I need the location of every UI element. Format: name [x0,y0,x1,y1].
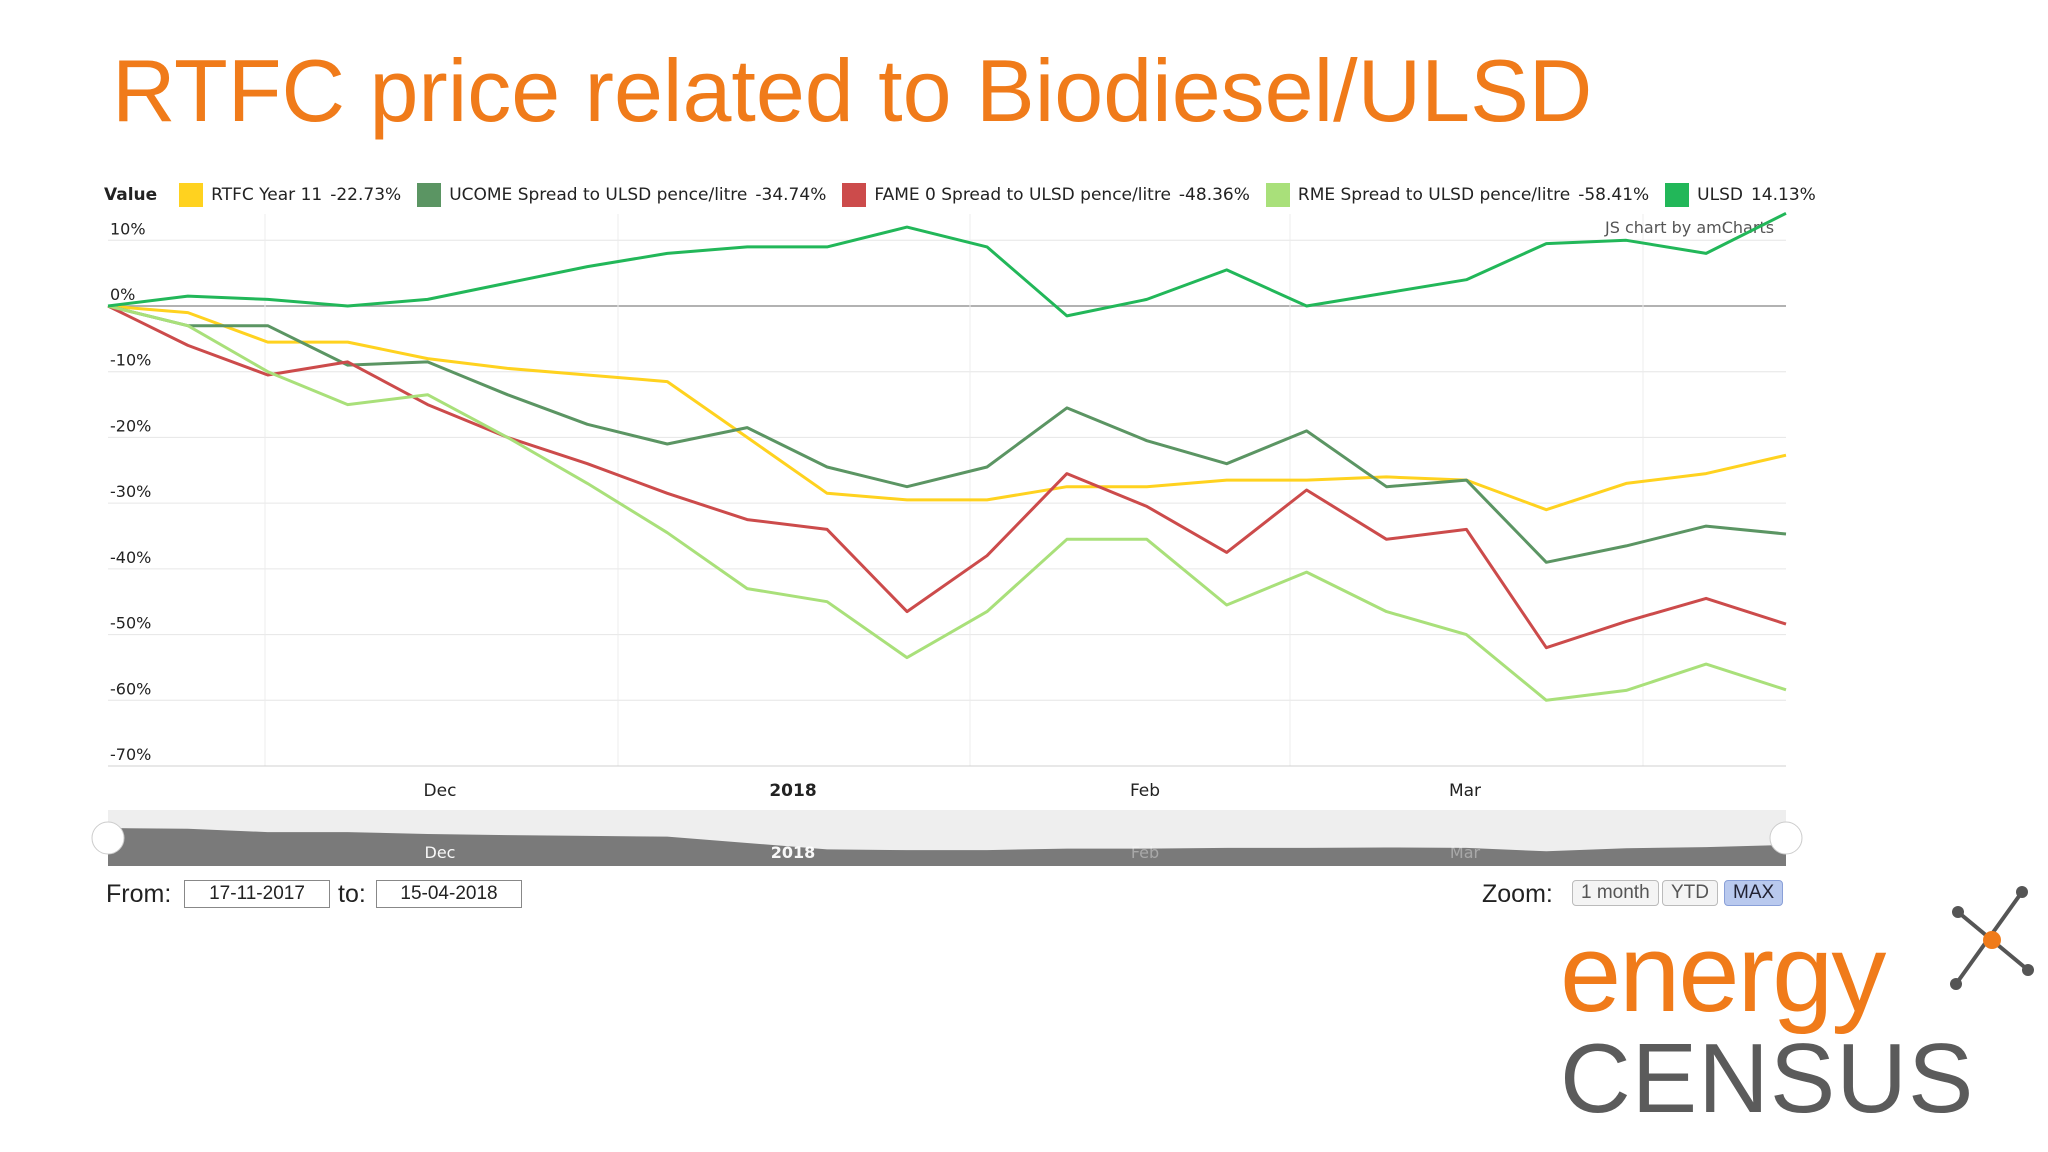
x-tick-label: Dec [424,781,457,801]
legend-series-name: RTFC Year 11 [211,185,323,205]
legend-item[interactable]: FAME 0 Spread to ULSD pence/litre -48.36% [842,183,1250,207]
legend-series-change: -48.36% [1178,185,1250,205]
legend-series-change: -58.41% [1578,185,1650,205]
series-line[interactable] [107,304,1787,702]
to-date-input[interactable] [376,880,522,908]
logo-energy-text: energy [1560,912,1886,1035]
line-chart: 10% 0% -10% -20% -30% -40% -50% -60% -70% Dec 2018… [91,211,1803,866]
legend-swatch [417,183,442,207]
y-tick-label: -10% [110,351,151,370]
energy-census-logo: energy CENSUS [1560,880,2040,1133]
series-line[interactable] [107,304,1787,512]
legend-swatch [1665,183,1690,207]
legend-title: Value [104,185,158,205]
scrollbar-left-handle[interactable] [91,821,125,855]
scrollbar-label: 2018 [771,843,816,862]
to-label: to: [338,880,366,908]
chart-series [107,211,1787,702]
series-line[interactable] [107,304,1787,564]
legend-item[interactable]: RTFC Year 11 -22.73% [179,183,401,207]
scrollbar-label: Feb [1131,843,1159,862]
scrollbar-label: Mar [1450,843,1481,862]
x-tick-label: 2018 [769,781,816,801]
legend-item[interactable]: UCOME Spread to ULSD pence/litre -34.74% [417,183,826,207]
legend-swatch [1265,183,1290,207]
x-tick-label: Mar [1449,781,1481,801]
legend-series-change: 14.13% [1750,185,1816,205]
y-tick-label: -70% [110,745,151,764]
zoom-max-button[interactable]: MAX [1724,880,1784,906]
zoom-label: Zoom: [1482,880,1553,908]
legend-series-change: -34.74% [755,185,827,205]
legend-series-name: ULSD [1697,185,1743,205]
chart-legend: Value RTFC Year 11 -22.73% UCOME Spread to… [104,180,1816,210]
y-tick-label: -30% [110,482,151,501]
series-line[interactable] [107,211,1787,318]
legend-swatch [179,183,204,207]
legend-series-change: -22.73% [330,185,402,205]
x-tick-label: Feb [1130,781,1160,801]
logo-census-text: CENSUS [1560,1023,1975,1133]
zoom-ytd-button[interactable]: YTD [1662,880,1718,906]
y-tick-label: -50% [110,614,151,633]
scrollbar-label: Dec [425,843,456,862]
y-tick-label: -20% [110,416,151,435]
y-tick-label: -40% [110,548,151,567]
logo-network-icon [1950,886,2034,990]
y-tick-label: 0% [110,285,135,304]
legend-series-name: UCOME Spread to ULSD pence/litre [449,185,748,205]
series-line[interactable] [107,304,1787,650]
slide-title: RTFC price related to Biodiesel/ULSD [112,41,1593,140]
legend-swatch [842,183,867,207]
chart-grid [108,214,1786,767]
scrollbar-preview-area [108,828,1786,866]
legend-series-name: RME Spread to ULSD pence/litre [1297,185,1571,205]
amcharts-credit-link[interactable]: JS chart by amCharts [1605,218,1775,237]
legend-item[interactable]: RME Spread to ULSD pence/litre -58.41% [1265,183,1650,207]
chart-scrollbar[interactable]: Dec 2018 Feb Mar [91,810,1803,866]
date-range-selector: From: to: Zoom: 1 month YTD MAX [100,880,1800,920]
from-date-input[interactable] [184,880,330,908]
zoom-1-month-button[interactable]: 1 month [1572,880,1659,906]
from-label: From: [106,880,172,908]
y-tick-label: -60% [110,679,151,698]
legend-item[interactable]: ULSD 14.13% [1665,183,1816,207]
legend-series-name: FAME 0 Spread to ULSD pence/litre [874,185,1171,205]
scrollbar-right-handle[interactable] [1769,821,1803,855]
y-tick-label: 10% [110,219,146,238]
chart-axes: 10% 0% -10% -20% -30% -40% -50% -60% -70% Dec 2018… [108,219,1786,801]
